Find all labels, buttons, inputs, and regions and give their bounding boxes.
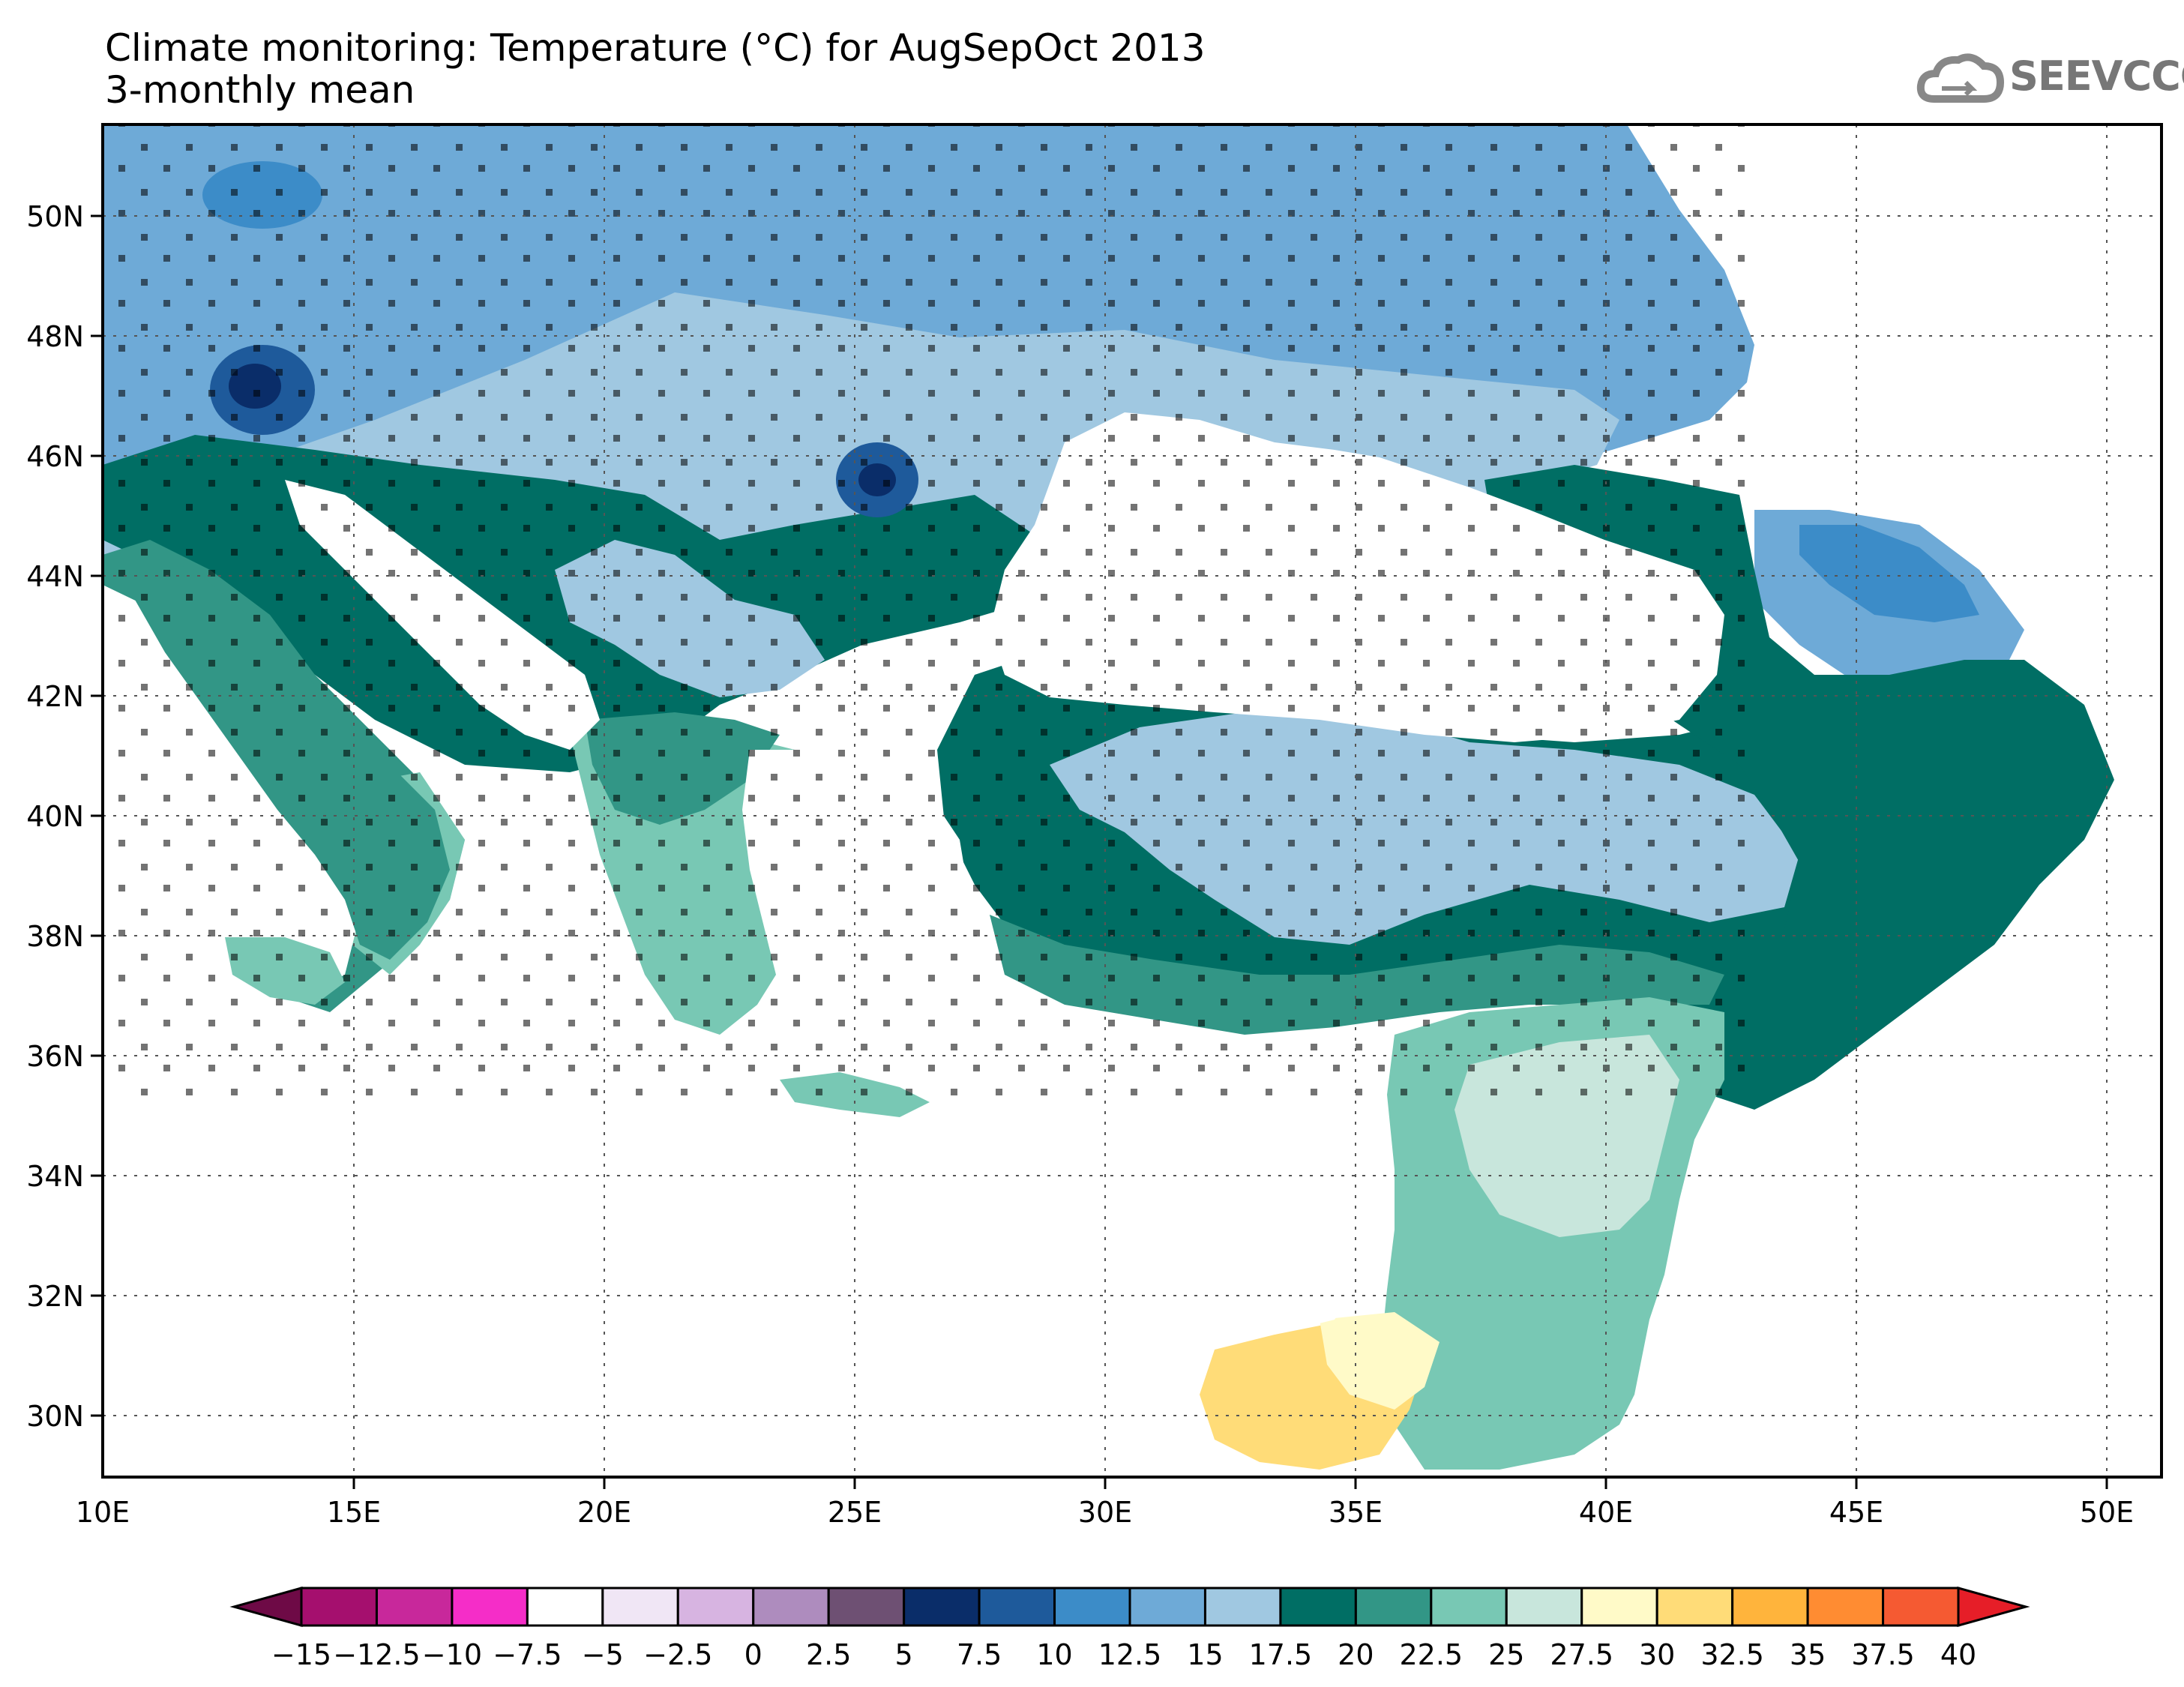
colorbar-label: 0 [744, 1638, 762, 1671]
lat-label: 36N [26, 1040, 84, 1073]
lon-label: 40E [1579, 1496, 1633, 1529]
lat-label: 38N [26, 920, 84, 953]
colorbar-swatch [1806, 1587, 1885, 1627]
colorbar-swatch [451, 1587, 529, 1627]
colorbar-swatch [1053, 1587, 1131, 1627]
colorbar-swatch [375, 1587, 454, 1627]
latitude-labels: 50N 48N 46N 44N 42N 40N 38N 36N 34N 32N … [26, 200, 84, 1433]
colorbar-swatch [1203, 1587, 1282, 1627]
lat-label: 44N [26, 560, 84, 593]
colorbar-label: −2.5 [643, 1638, 712, 1671]
colorbar-swatch [676, 1587, 755, 1627]
colorbar-swatch [1882, 1587, 1960, 1627]
lon-label: 45E [1829, 1496, 1883, 1529]
lon-label: 10E [76, 1496, 130, 1529]
colorbar-label: 5 [895, 1638, 913, 1671]
map-frame [101, 123, 2163, 1479]
colorbar-swatch [1505, 1587, 1583, 1627]
colorbar-swatch [1731, 1587, 1809, 1627]
colorbar-swatch [978, 1587, 1056, 1627]
dark-blue-caucasus [1799, 525, 1979, 622]
longitude-labels: 10E 15E 20E 25E 30E 35E 40E 45E 50E [76, 1496, 2134, 1529]
lat-label: 34N [26, 1160, 84, 1193]
colorbar-swatch [827, 1587, 906, 1627]
colorbar-label: 15 [1187, 1638, 1223, 1671]
map-subtitle: 3-monthly mean [105, 68, 415, 112]
pale-yellow-sinai [1320, 1312, 1440, 1410]
lat-label: 50N [26, 200, 84, 233]
colorbar-swatch [601, 1587, 679, 1627]
colorbar-label: −10 [422, 1638, 482, 1671]
colorbar-swatch [752, 1587, 830, 1627]
colorbar-label: 35 [1790, 1638, 1826, 1671]
lat-label: 40N [26, 800, 84, 833]
map-title: Climate monitoring: Temperature (°C) for… [105, 26, 1206, 70]
colorbar-swatch [1655, 1587, 1734, 1627]
colorbar-label: −12.5 [333, 1638, 420, 1671]
colorbar-swatch [1354, 1587, 1433, 1627]
colorbar-under-arrow [229, 1587, 303, 1627]
colorbar-label: −5 [582, 1638, 624, 1671]
colorbar-swatch [1279, 1587, 1357, 1627]
cloud-logo-icon [1916, 53, 2005, 103]
gridlines [103, 124, 2162, 1477]
colorbar-label: 10 [1036, 1638, 1072, 1671]
colorbar-label: 20 [1338, 1638, 1374, 1671]
lon-label: 35E [1329, 1496, 1383, 1529]
east-blank [1627, 124, 2162, 1477]
lon-label: 15E [327, 1496, 381, 1529]
lat-label: 42N [26, 680, 84, 713]
lon-label: 25E [828, 1496, 882, 1529]
lon-label: 30E [1078, 1496, 1132, 1529]
colorbar: −15 −12.5 −10 −7.5 −5 −2.5 0 2.5 5 7.5 10 12.5 15 17.… [229, 1587, 2030, 1671]
data-field [103, 124, 2162, 1477]
colorbar-swatch [903, 1587, 981, 1627]
axis-ticks [91, 214, 2108, 1489]
logo-label: SEEVCCC [2009, 52, 2184, 100]
colorbar-swatch [1128, 1587, 1206, 1627]
colorbar-over-arrow [1957, 1587, 2030, 1627]
colorbar-label: 12.5 [1098, 1638, 1162, 1671]
colorbar-swatch [526, 1587, 604, 1627]
colorbar-label: 37.5 [1851, 1638, 1915, 1671]
colorbar-label: 40 [1940, 1638, 1976, 1671]
colorbar-swatch [1430, 1587, 1508, 1627]
colorbar-label: 27.5 [1550, 1638, 1613, 1671]
colorbar-label: 30 [1639, 1638, 1675, 1671]
colorbar-label: −7.5 [493, 1638, 562, 1671]
colorbar-label: 7.5 [957, 1638, 1002, 1671]
lat-label: 46N [26, 440, 84, 473]
colorbar-swatch [1580, 1587, 1658, 1627]
lon-label: 20E [577, 1496, 631, 1529]
lon-label: 50E [2080, 1496, 2134, 1529]
colorbar-label: 22.5 [1400, 1638, 1463, 1671]
lat-label: 32N [26, 1280, 84, 1313]
colorbar-swatch [300, 1587, 378, 1627]
colorbar-label: 17.5 [1249, 1638, 1313, 1671]
lat-label: 30N [26, 1400, 84, 1433]
colorbar-label: −15 [271, 1638, 331, 1671]
colorbar-label: 25 [1488, 1638, 1524, 1671]
lat-label: 48N [26, 320, 84, 353]
colorbar-label: 32.5 [1700, 1638, 1764, 1671]
colorbar-label: 2.5 [806, 1638, 851, 1671]
